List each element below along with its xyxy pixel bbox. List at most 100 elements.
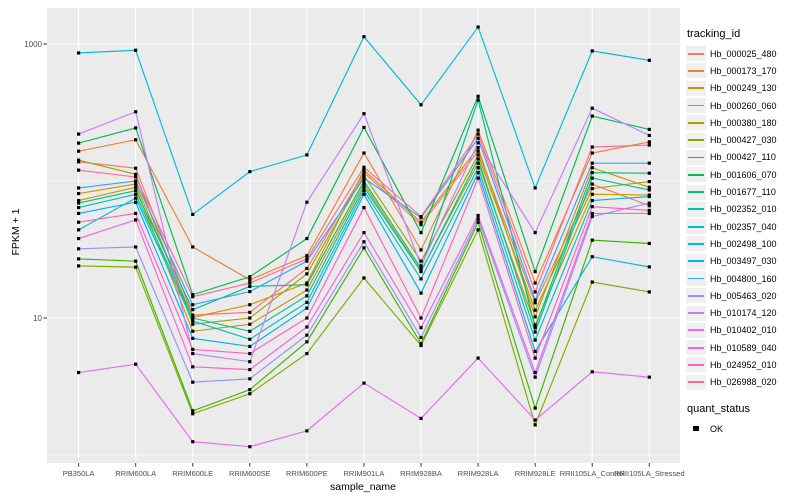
data-point — [305, 257, 309, 261]
legend-key-line — [688, 191, 704, 193]
data-point — [248, 388, 252, 392]
legend-key — [686, 253, 706, 269]
data-point — [248, 337, 252, 341]
legend-item: Hb_000173_170 — [686, 62, 800, 79]
data-point — [533, 330, 537, 334]
data-point — [248, 392, 252, 396]
data-point — [533, 323, 537, 327]
data-point — [647, 140, 651, 144]
legend-item: Hb_000249_130 — [686, 80, 800, 97]
data-point — [77, 160, 81, 164]
data-point — [476, 166, 480, 170]
data-point — [77, 186, 81, 190]
legend-key — [686, 305, 706, 321]
data-point — [476, 228, 480, 232]
data-point — [191, 316, 195, 320]
data-point — [77, 211, 81, 216]
x-tick-label: RRIM928BA — [400, 469, 442, 478]
data-point — [647, 375, 651, 379]
legend-item-label: Hb_010174_120 — [710, 308, 777, 319]
data-point — [362, 173, 366, 177]
x-tick-label: RRIM928LA — [457, 469, 499, 478]
data-point — [191, 245, 195, 249]
legend-item-label: Hb_000427_110 — [710, 152, 776, 163]
data-point — [362, 171, 366, 175]
legend-key — [686, 46, 706, 62]
legend-key-line — [688, 346, 704, 349]
legend-item-label: Hb_004800_160 — [710, 273, 777, 284]
data-point — [134, 110, 138, 114]
legend-key-line — [688, 173, 704, 176]
legend-key-line — [688, 294, 704, 297]
data-point — [191, 365, 195, 369]
data-point — [248, 275, 252, 279]
data-point — [77, 141, 81, 145]
data-point — [419, 220, 423, 224]
data-point — [134, 166, 138, 170]
data-point — [134, 211, 138, 216]
data-point — [77, 132, 81, 136]
data-point — [362, 192, 366, 196]
legend-item: Hb_002352_010 — [686, 201, 800, 218]
data-point — [305, 259, 309, 263]
data-point — [533, 406, 537, 410]
legend-key — [686, 149, 706, 165]
data-point — [419, 416, 423, 420]
data-point — [191, 322, 195, 326]
data-point — [248, 360, 252, 364]
legend-key-line — [688, 312, 704, 314]
data-point — [362, 165, 366, 169]
data-point — [533, 370, 537, 375]
legend-item: Hb_001677_110 — [686, 183, 800, 200]
data-point — [419, 277, 423, 281]
data-point — [419, 316, 423, 320]
data-point — [191, 440, 195, 444]
data-point — [134, 126, 138, 130]
data-point — [590, 198, 594, 203]
data-point — [77, 205, 81, 210]
data-point — [590, 211, 594, 216]
data-point — [362, 168, 366, 172]
legend-item-label: Hb_010402_010 — [710, 325, 777, 336]
data-point — [248, 351, 252, 356]
data-point — [533, 326, 537, 330]
legend-key-line — [688, 277, 704, 280]
legend-key-line — [688, 121, 704, 124]
data-point — [647, 58, 651, 62]
data-point — [248, 377, 252, 381]
data-point — [305, 288, 309, 292]
data-point — [305, 200, 309, 204]
data-point — [647, 241, 651, 246]
data-point — [590, 161, 594, 165]
data-point — [533, 308, 537, 312]
data-point — [476, 176, 480, 180]
data-point — [305, 306, 309, 310]
data-point — [134, 138, 138, 142]
data-point — [362, 231, 366, 235]
data-point — [362, 35, 366, 39]
legend-item-label: Hb_002352_010 — [710, 204, 777, 215]
data-point — [134, 196, 138, 200]
legend-key-line — [688, 364, 704, 366]
data-point — [248, 278, 252, 282]
data-point — [134, 172, 138, 176]
data-point — [191, 212, 195, 217]
data-point — [305, 272, 309, 276]
data-point — [647, 185, 651, 189]
legend-item-label: Hb_003497_030 — [710, 256, 777, 267]
data-point — [647, 171, 651, 175]
legend-key — [686, 80, 706, 96]
data-point — [305, 236, 309, 241]
data-point — [77, 191, 81, 196]
data-point — [305, 351, 309, 356]
data-point — [77, 201, 81, 205]
data-point — [476, 136, 480, 140]
data-point — [77, 149, 81, 153]
legend-key — [686, 98, 706, 114]
x-tick-label: RRIM928LE — [514, 469, 556, 478]
data-point — [533, 315, 537, 319]
legend-item: Hb_004800_160 — [686, 270, 800, 287]
legend-panel: tracking_id Hb_000025_480 Hb_000173_170 Hb… — [686, 28, 800, 437]
legend-key — [686, 271, 706, 286]
data-point — [533, 375, 537, 379]
